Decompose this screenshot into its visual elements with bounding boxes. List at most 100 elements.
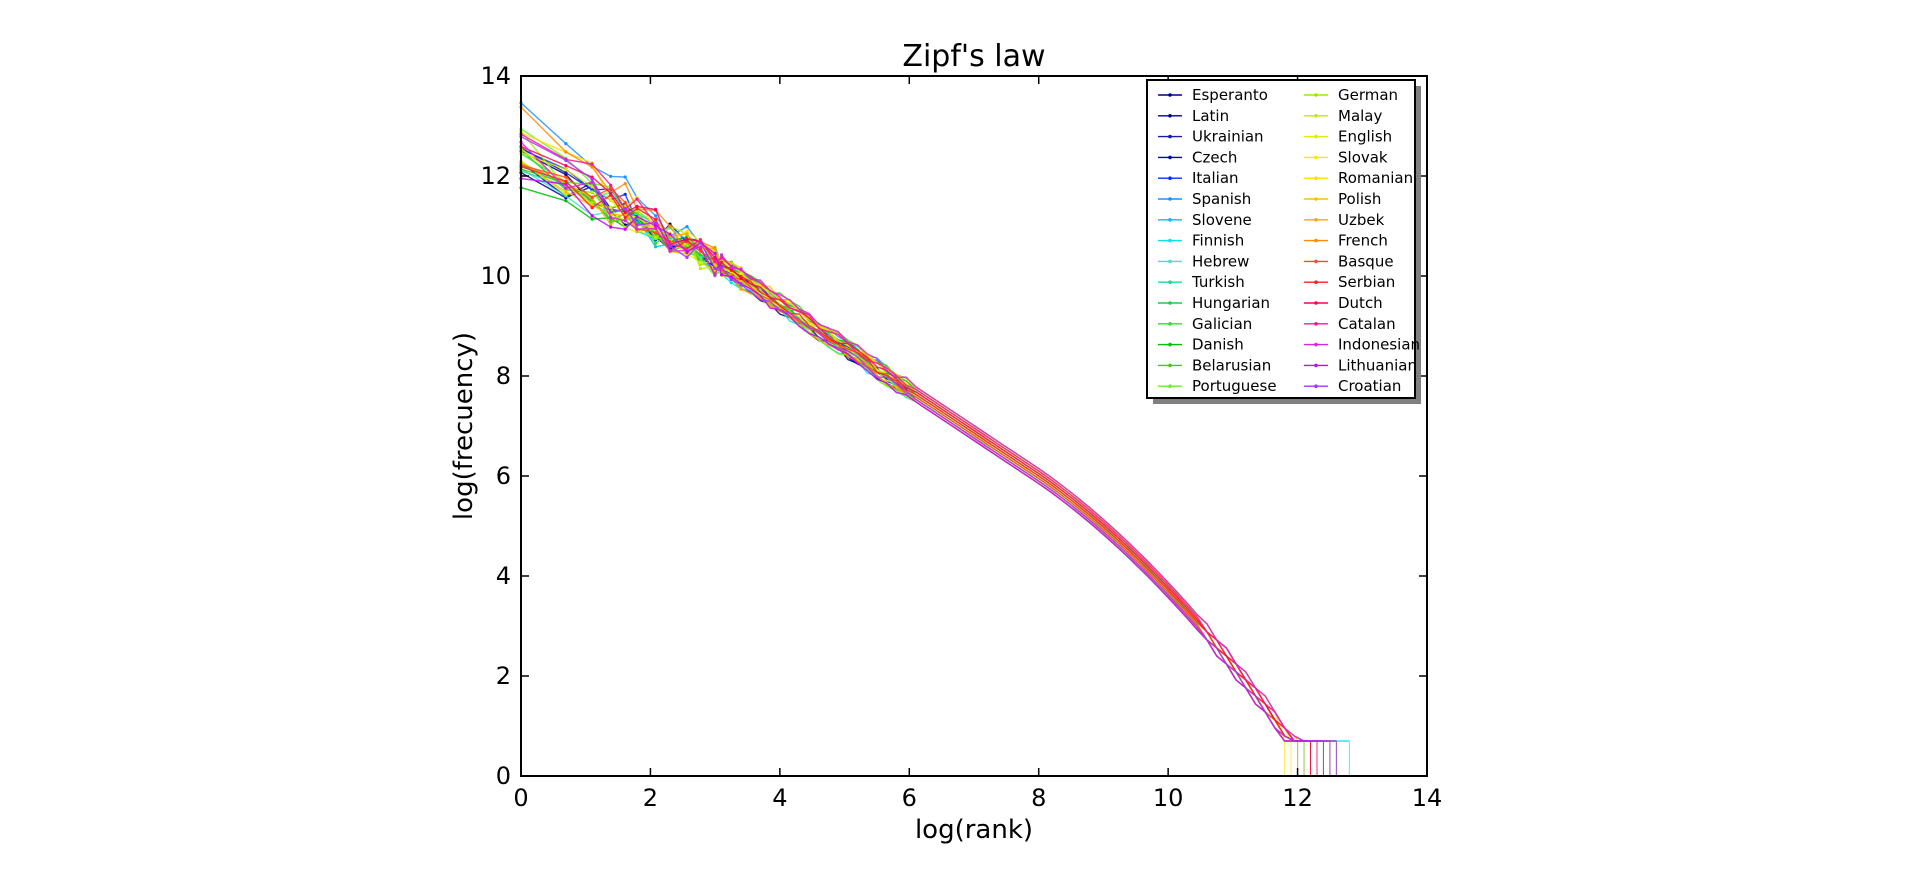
series-point — [564, 142, 568, 146]
legend-marker — [1168, 238, 1172, 243]
legend-label: Slovene — [1192, 211, 1252, 229]
series-point — [623, 219, 627, 223]
series-point — [729, 277, 733, 281]
series-point — [720, 260, 724, 264]
series-point — [590, 162, 594, 166]
series-point — [654, 245, 658, 249]
x-tick-label: 12 — [1282, 784, 1313, 812]
legend-label: Finnish — [1192, 232, 1244, 250]
legend-marker — [1314, 114, 1318, 118]
legend-label: Italian — [1192, 169, 1239, 187]
legend-label: Ukrainian — [1192, 128, 1264, 146]
legend-marker — [1168, 363, 1172, 368]
series-point — [654, 217, 658, 221]
series-point — [729, 272, 733, 276]
series-point — [623, 182, 627, 186]
legend-marker — [1314, 384, 1318, 389]
legend-box — [1146, 79, 1416, 399]
series-point — [635, 215, 639, 219]
legend-label: Hebrew — [1192, 252, 1249, 270]
series-point — [564, 150, 568, 154]
series-point — [623, 210, 627, 214]
legend-marker — [1314, 363, 1318, 368]
series-point — [713, 246, 717, 250]
legend-marker — [1168, 384, 1172, 389]
series-point — [668, 244, 672, 248]
series-point — [609, 183, 613, 187]
series-point — [564, 190, 568, 194]
series-point — [713, 273, 717, 277]
series-point — [685, 250, 689, 254]
legend-marker — [1314, 93, 1318, 97]
x-tick-label: 2 — [643, 784, 658, 812]
series-point — [739, 287, 743, 291]
series-point — [564, 168, 568, 172]
series-point — [654, 231, 658, 235]
legend-marker — [1314, 238, 1318, 243]
series-point — [564, 175, 568, 179]
legend-marker — [1168, 280, 1172, 285]
legend-label: French — [1338, 232, 1388, 250]
series-point — [720, 265, 724, 269]
series-point — [590, 217, 594, 221]
series-point — [739, 267, 743, 271]
legend-label: Dutch — [1338, 294, 1383, 312]
series-point — [698, 260, 703, 264]
series-point — [609, 215, 613, 219]
series-point — [564, 179, 568, 183]
series-point — [635, 204, 639, 208]
legend-marker — [1168, 342, 1172, 347]
legend-label: Spanish — [1192, 190, 1251, 208]
series-point — [713, 259, 717, 264]
series-point — [609, 210, 613, 214]
x-tick-label: 0 — [513, 784, 528, 812]
series-point — [564, 171, 568, 175]
series-point — [685, 225, 689, 229]
legend-marker — [1168, 114, 1172, 118]
legend-marker — [1314, 197, 1318, 201]
series-point — [729, 261, 733, 265]
y-tick-label: 8 — [496, 362, 511, 390]
legend-marker — [1168, 176, 1172, 180]
series-point — [590, 177, 594, 181]
series-point — [654, 214, 658, 218]
legend-label: Czech — [1192, 148, 1237, 166]
series-point — [623, 216, 627, 220]
legend-marker — [1168, 93, 1172, 97]
legend-marker — [1168, 197, 1172, 201]
legend-label: Indonesian — [1338, 336, 1420, 354]
legend-label: Basque — [1338, 252, 1394, 270]
x-tick-label: 10 — [1153, 784, 1184, 812]
series-point — [635, 197, 639, 201]
series-point — [713, 266, 717, 271]
legend-label: Belarusian — [1192, 356, 1271, 374]
y-tick-label: 4 — [496, 562, 511, 590]
series-point — [739, 283, 743, 287]
legend-marker — [1168, 134, 1172, 139]
series-point — [609, 223, 613, 227]
series-point — [720, 273, 724, 277]
x-tick-label: 8 — [1031, 784, 1046, 812]
series-point — [609, 198, 613, 203]
legend-label: Croatian — [1338, 377, 1401, 395]
series-point — [739, 276, 743, 280]
series-point — [685, 232, 689, 236]
legend-marker — [1314, 218, 1318, 222]
y-tick-label: 14 — [480, 62, 511, 90]
series-point — [729, 281, 733, 285]
y-tick-label: 12 — [480, 162, 511, 190]
series-point — [654, 235, 658, 240]
legend-label: Polish — [1338, 190, 1381, 208]
series-point — [564, 182, 568, 186]
series-point — [635, 229, 639, 234]
series-point — [609, 206, 613, 210]
chart-title: Zipf's law — [902, 39, 1045, 74]
series-point — [685, 255, 689, 259]
x-tick-label: 4 — [772, 784, 787, 812]
series-point — [590, 200, 594, 204]
legend-marker — [1314, 155, 1318, 160]
series-point — [564, 186, 568, 190]
series-point — [623, 207, 627, 211]
series-point — [668, 232, 672, 236]
series-point — [668, 224, 672, 228]
